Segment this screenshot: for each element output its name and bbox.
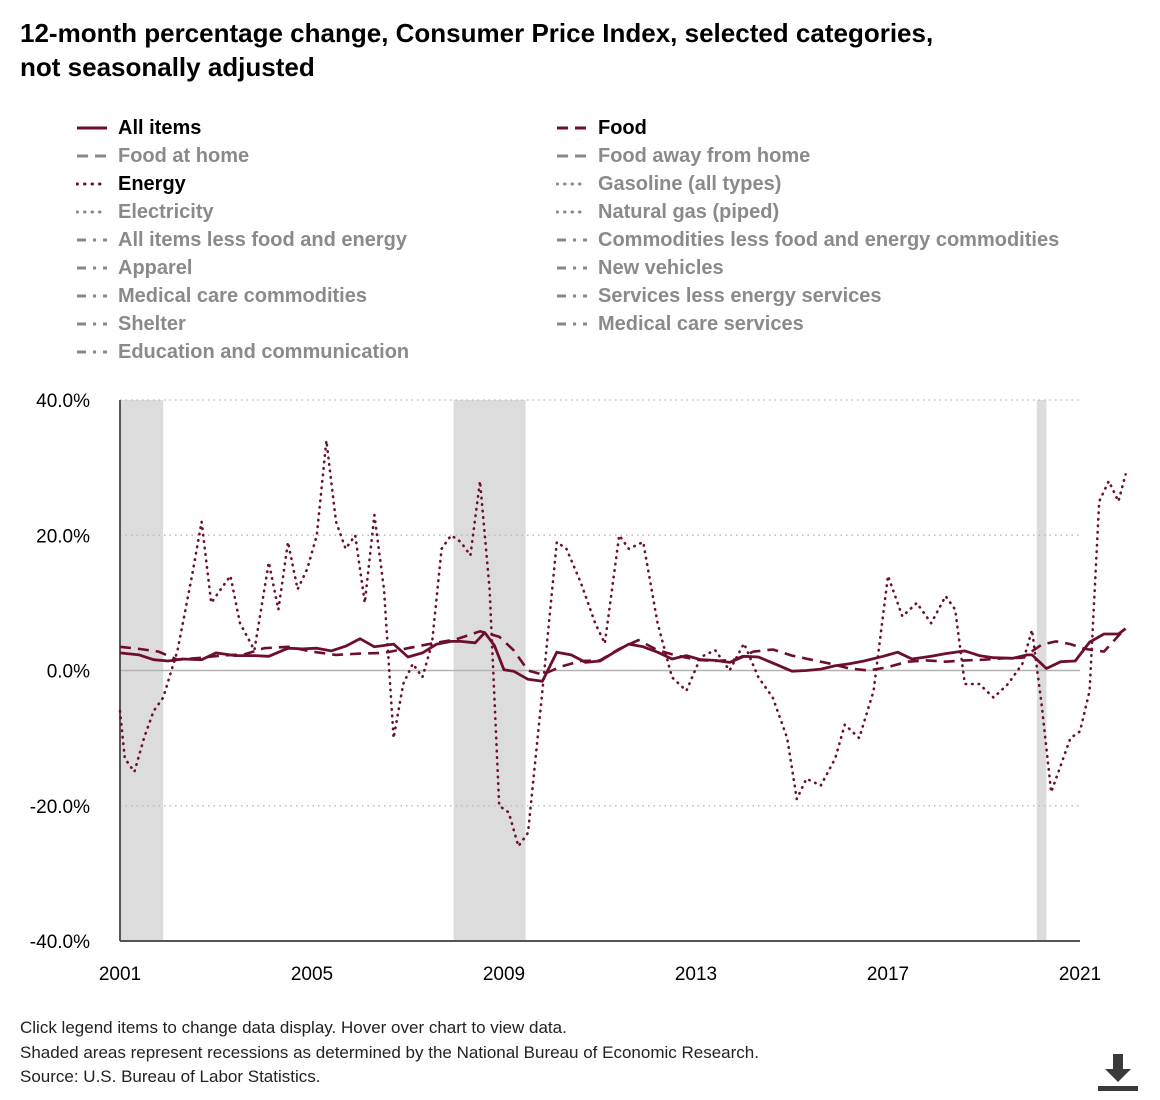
legend-swatch [557,294,587,298]
legend-swatch [76,210,108,214]
series-line-energy[interactable] [118,439,1127,848]
legend-swatch [556,182,588,186]
x-tick-label: 2001 [99,964,141,985]
legend-label: Food [598,116,647,139]
legend-swatch [77,322,107,326]
x-tick-label: 2017 [867,964,909,985]
y-tick-label: 0.0% [47,662,90,683]
chart-title-line-2: not seasonally adjusted [20,52,315,82]
download-icon [1098,1054,1138,1091]
legend-label: Medical care commodities [118,284,367,307]
legend-swatch [77,294,107,298]
legend-item-gasoline-all-types[interactable]: Gasoline (all types) [556,170,781,198]
y-tick-label: -40.0% [30,932,90,953]
legend-item-all-items-less-food-and-energy[interactable]: All items less food and energy [76,226,407,254]
x-tick-label: 2005 [291,964,333,985]
legend-item-education-and-communication[interactable]: Education and communication [76,338,409,366]
legend-label: Education and communication [118,340,410,363]
y-tick-label: -20.0% [30,797,90,818]
note-recessions: Shaded areas represent recessions as det… [20,1042,759,1062]
x-tick-label: 2021 [1059,964,1101,985]
chart-plot[interactable]: 40.0% 20.0% 0.0% -20.0% -40.0% 2001 2005 2009 20… [0,380,1160,1000]
series-line-all-items[interactable] [119,627,1127,683]
legend-label: Gasoline (all types) [598,172,782,195]
legend-swatch [77,266,107,270]
legend-item-services-less-energy-services[interactable]: Services less energy services [556,282,882,310]
legend-label: Shelter [118,312,186,335]
chart-legend: All items Food Food at home Food away from … [76,114,1136,370]
legend-swatch [77,126,107,130]
legend-swatch [557,322,587,326]
legend-item-medical-care-commodities[interactable]: Medical care commodities [76,282,367,310]
chart-title-line-1: 12-month percentage change, Consumer Pri… [20,18,934,48]
x-tick-label: 2009 [483,964,525,985]
x-tick-label: 2013 [675,964,717,985]
legend-swatch [77,350,107,354]
note-source: Source: U.S. Bureau of Labor Statistics. [20,1067,321,1086]
legend-item-shelter[interactable]: Shelter [76,310,186,338]
chart-title: 12-month percentage change, Consumer Pri… [20,16,1120,84]
legend-swatch [557,238,587,242]
legend-item-food[interactable]: Food [556,114,647,142]
legend-label: Electricity [118,200,214,223]
legend-swatch [556,210,588,214]
y-tick-label: 40.0% [36,391,90,412]
note-instructions: Click legend items to change data displa… [20,1018,567,1037]
legend-item-energy[interactable]: Energy [76,170,186,198]
legend-item-natural-gas-piped[interactable]: Natural gas (piped) [556,198,779,226]
legend-item-apparel[interactable]: Apparel [76,254,192,282]
legend-item-electricity[interactable]: Electricity [76,198,214,226]
legend-swatch [77,238,107,242]
legend-item-all-items[interactable]: All items [76,114,201,142]
legend-item-new-vehicles[interactable]: New vehicles [556,254,724,282]
chart-notes: Click legend items to change data displa… [20,1016,1020,1090]
legend-label: Natural gas (piped) [598,200,780,223]
legend-swatch [76,182,108,186]
legend-swatch [77,154,107,158]
legend-label: Energy [118,172,186,195]
legend-swatch [557,154,587,158]
y-tick-label: 20.0% [36,526,90,547]
legend-label: New vehicles [598,256,724,279]
legend-label: Food at home [118,144,250,167]
legend-label: Services less energy services [598,284,882,307]
legend-item-medical-care-services[interactable]: Medical care services [556,310,804,338]
legend-item-food-away-from-home[interactable]: Food away from home [556,142,810,170]
legend-swatch [557,126,587,130]
download-button[interactable] [1096,1050,1140,1094]
legend-label: Food away from home [598,144,811,167]
legend-item-commodities-less-food-and-energy-commodities[interactable]: Commodities less food and energy commodi… [556,226,1059,254]
legend-label: Apparel [118,256,193,279]
legend-swatch [557,266,587,270]
legend-label: All items less food and energy [118,228,407,251]
legend-label: Medical care services [598,312,804,335]
legend-item-food-at-home[interactable]: Food at home [76,142,249,170]
legend-label: All items [118,116,202,139]
series-line-food[interactable] [119,627,1127,676]
legend-label: Commodities less food and energy commodi… [598,228,1060,251]
